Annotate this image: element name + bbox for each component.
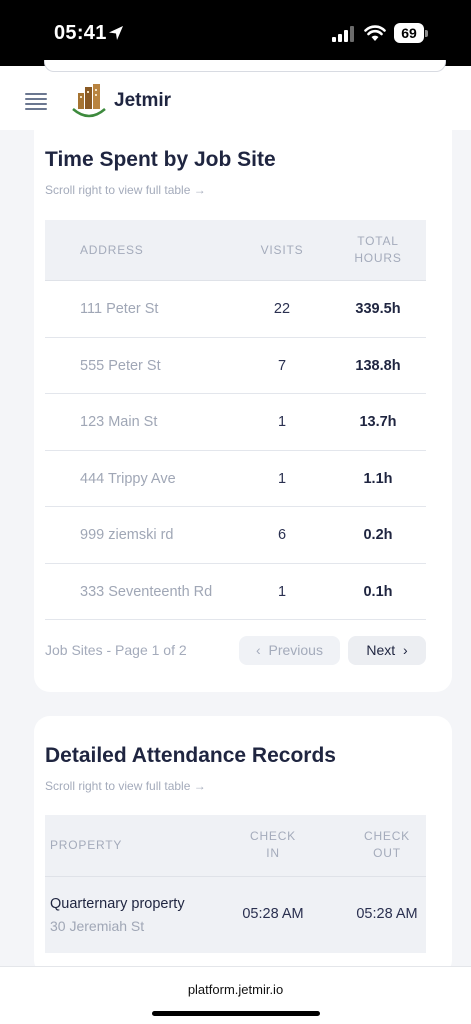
column-header-property[interactable]: PROPERTY <box>50 838 123 852</box>
wifi-icon <box>364 25 386 41</box>
cell-property-name: Quarternary property <box>50 896 185 912</box>
home-indicator[interactable] <box>152 1011 320 1016</box>
table-header: PROPERTY CHECK IN CHECK OUT <box>45 815 426 876</box>
chevron-right-icon: › <box>402 642 408 658</box>
cell-hours: 0.2h <box>363 527 393 543</box>
cell-address: 999 ziemski rd <box>80 527 174 543</box>
battery-icon: 69 <box>394 23 428 43</box>
status-time: 05:41 <box>54 22 107 44</box>
cell-visits: 1 <box>277 583 287 600</box>
table-row[interactable]: 111 Peter St 22 339.5h <box>45 281 426 338</box>
column-header-address[interactable]: ADDRESS <box>80 243 144 257</box>
battery-level: 69 <box>394 23 424 43</box>
cell-hours: 138.8h <box>355 357 401 374</box>
cell-address: 123 Main St <box>80 414 158 430</box>
url-field[interactable]: platform.jetmir.io <box>187 982 284 997</box>
chevron-left-icon: ‹ <box>256 642 261 658</box>
column-header-check: CHECK <box>363 829 410 843</box>
cell-address: 333 Seventeenth Rd <box>80 583 213 600</box>
job-site-title: Time Spent by Job Site <box>45 148 276 171</box>
job-site-table[interactable]: ADDRESS VISITS TOTAL HOURS 111 Peter St … <box>45 220 426 620</box>
brand-name[interactable]: Jetmir <box>114 90 172 111</box>
table-row[interactable]: 333 Seventeenth Rd 1 0.1h <box>45 564 426 620</box>
next-page-button[interactable]: Next › <box>348 636 426 665</box>
column-header-out: OUT <box>373 846 401 860</box>
app-header: Jetmir <box>0 60 471 130</box>
previous-page-button[interactable]: ‹ Previous <box>239 636 340 665</box>
pagination-label: Job Sites - Page 1 of 2 <box>45 642 187 658</box>
hamburger-menu-icon[interactable] <box>25 93 47 110</box>
column-header-check-out[interactable]: CHECK OUT <box>352 828 422 862</box>
cell-address: 444 Trippy Ave <box>80 470 176 487</box>
next-label: Next <box>366 642 396 658</box>
cell-hours: 13.7h <box>359 414 397 430</box>
table-row[interactable]: Quarternary property 30 Jeremiah St 05:2… <box>45 876 426 953</box>
column-header-in: IN <box>266 846 280 860</box>
attendance-table[interactable]: PROPERTY CHECK IN CHECK OUT Quarternary … <box>45 815 426 953</box>
column-header-hours: HOURS <box>354 251 402 265</box>
cell-hours: 1.1h <box>363 470 393 487</box>
search-bar-edge <box>44 60 446 72</box>
column-header-total-hours[interactable]: TOTAL HOURS <box>343 233 413 267</box>
job-site-scroll-hint: Scroll right to view full table → <box>45 183 206 197</box>
cell-address: 555 Peter St <box>80 357 161 374</box>
status-bar: 05:41 69 <box>0 0 471 66</box>
attendance-scroll-hint: Scroll right to view full table → <box>45 779 206 793</box>
cell-address: 111 Peter St <box>80 301 159 317</box>
cell-check-out: 05:28 AM <box>356 906 418 922</box>
browser-bottom-bar: platform.jetmir.io <box>0 966 471 1024</box>
table-row[interactable]: 555 Peter St 7 138.8h <box>45 338 426 394</box>
column-header-visits[interactable]: VISITS <box>260 243 304 257</box>
cell-visits: 1 <box>277 414 287 430</box>
column-header-check-in[interactable]: CHECK IN <box>238 828 308 862</box>
attendance-title: Detailed Attendance Records <box>45 744 336 767</box>
cell-check-in: 05:28 AM <box>242 906 304 922</box>
column-header-check: CHECK <box>249 829 296 843</box>
cell-visits: 22 <box>273 301 291 317</box>
previous-label: Previous <box>268 642 323 658</box>
cell-visits: 7 <box>277 357 287 374</box>
table-row[interactable]: 123 Main St 1 13.7h <box>45 394 426 451</box>
cell-hours: 339.5h <box>355 301 401 317</box>
column-header-total: TOTAL <box>357 234 399 248</box>
cell-visits: 1 <box>277 470 287 487</box>
table-row[interactable]: 999 ziemski rd 6 0.2h <box>45 507 426 564</box>
table-header: ADDRESS VISITS TOTAL HOURS <box>45 220 426 281</box>
location-arrow-icon <box>109 26 123 40</box>
table-row[interactable]: 444 Trippy Ave 1 1.1h <box>45 451 426 507</box>
jetmir-logo-icon <box>72 84 106 118</box>
cellular-signal-icon <box>332 26 354 42</box>
cell-hours: 0.1h <box>363 583 393 600</box>
cell-visits: 6 <box>277 527 287 543</box>
cell-property-address: 30 Jeremiah St <box>50 918 145 934</box>
